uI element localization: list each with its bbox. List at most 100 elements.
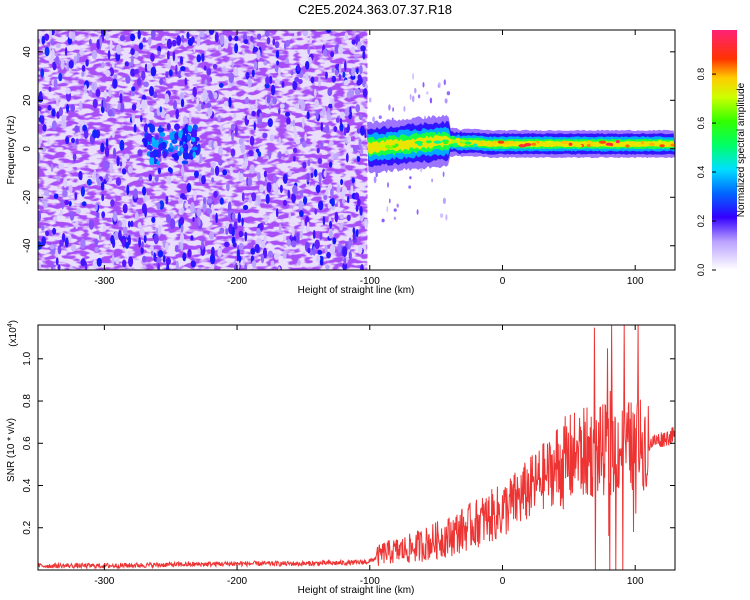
noise-cell (175, 108, 179, 120)
noise-cell (180, 98, 185, 108)
noise-cell (325, 264, 330, 270)
noise-cell (232, 241, 237, 248)
x-tick-label: -200 (227, 576, 247, 587)
noise-cell (277, 266, 281, 270)
noise-cell (118, 221, 123, 227)
noise-cell (190, 202, 195, 213)
noise-cell (263, 170, 267, 178)
noise-cell (165, 113, 171, 120)
noise-cell (310, 76, 315, 84)
noise-cell (136, 101, 141, 110)
noise-cell (358, 138, 362, 149)
noise-cell (190, 36, 195, 43)
noise-cell (292, 119, 296, 128)
burst-cell (191, 137, 196, 143)
noise-cell (73, 55, 77, 65)
sparse-cell (442, 197, 446, 204)
noise-cell (339, 214, 345, 220)
x-tick-label: 100 (627, 576, 644, 587)
noise-cell (222, 169, 228, 176)
noise-cell (197, 217, 201, 227)
noise-cell (112, 211, 118, 222)
noise-cell (247, 114, 250, 121)
noise-cell (328, 103, 334, 109)
noise-cell (199, 31, 205, 38)
noise-cell (354, 55, 358, 61)
noise-cell (338, 45, 343, 55)
burst-cell (184, 124, 189, 130)
noise-cell (154, 175, 159, 183)
noise-cell (58, 163, 64, 170)
spectrogram-frame (37, 29, 676, 271)
burst-cell (190, 130, 197, 140)
snr-axes: -300 -200 -100 0 100 0.2 0.4 0.6 0.8 1.0 (22, 325, 675, 587)
noise-cell (322, 48, 328, 57)
noise-cell (134, 212, 139, 221)
sparse-cell (373, 176, 377, 184)
noise-cell (115, 258, 120, 265)
noise-cell (355, 35, 359, 46)
noise-cell (141, 241, 144, 249)
noise-cell (156, 255, 162, 265)
noise-cell (278, 136, 282, 145)
noise-cell (89, 89, 93, 97)
noise-cell (332, 97, 335, 109)
ridge-peak (560, 140, 569, 144)
noise-cell (59, 239, 64, 247)
noise-cell (339, 111, 345, 120)
noise-cell (150, 53, 155, 62)
noise-cell (141, 70, 146, 81)
noise-cell (272, 97, 278, 105)
noise-cell (84, 84, 87, 94)
noise-cell (332, 237, 337, 245)
noise-cell (295, 139, 301, 145)
noise-cell (328, 140, 334, 147)
noise-cell (41, 35, 46, 45)
noise-cell (297, 259, 301, 266)
noise-cell (344, 60, 347, 72)
noise-cell (153, 234, 159, 245)
noise-cell (291, 193, 296, 203)
noise-cell (165, 242, 169, 251)
noise-cell (359, 65, 363, 75)
noise-cell (127, 165, 133, 174)
burst-cell (157, 127, 165, 133)
burst-cell (149, 124, 156, 133)
noise-cell (138, 175, 143, 181)
noise-cell (208, 231, 215, 240)
noise-cell (231, 131, 234, 143)
burst-cell (181, 133, 186, 142)
noise-cell (143, 99, 148, 109)
noise-cell (92, 98, 98, 109)
noise-cell (317, 157, 323, 165)
y-tick-label: 0.8 (22, 394, 33, 408)
noise-cell (149, 245, 154, 252)
noise-cell (257, 172, 261, 181)
noise-cell (206, 198, 213, 204)
spectrogram-xlabel: Height of straight line (km) (298, 285, 415, 296)
noise-cell (218, 145, 223, 156)
noise-cell (52, 216, 58, 222)
ridge-peak (385, 145, 390, 149)
burst-cell (169, 142, 173, 149)
noise-cell (166, 263, 170, 270)
noise-cell (265, 193, 270, 205)
burst-cell (173, 152, 180, 161)
noise-cell (91, 82, 95, 91)
noise-cell (38, 106, 42, 112)
noise-cell (172, 51, 176, 62)
noise-cell (230, 148, 236, 157)
noise-cell (264, 30, 270, 37)
noise-cell (335, 64, 339, 70)
noise-cell (256, 33, 262, 40)
burst-cell (158, 137, 164, 143)
x-tick-label: 0 (500, 276, 506, 287)
noise-cell (44, 33, 50, 41)
noise-cell (268, 150, 272, 160)
noise-cell (326, 113, 332, 121)
noise-cell (228, 223, 233, 235)
noise-cell (176, 35, 182, 46)
y-tick-label: 40 (22, 46, 33, 58)
